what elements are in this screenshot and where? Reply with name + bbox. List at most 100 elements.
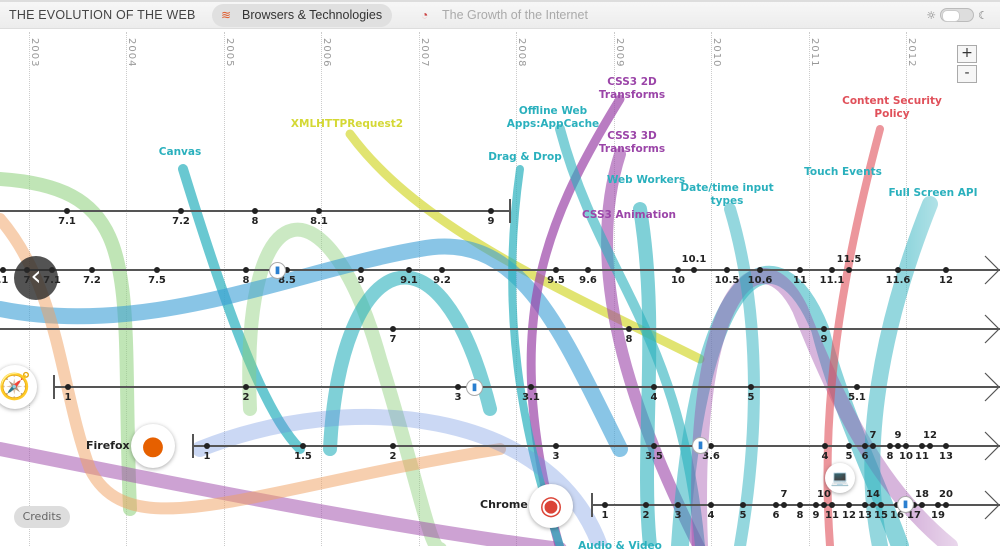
feature-label[interactable]: Audio & Video (578, 540, 662, 552)
feature-label[interactable]: Date/time input types (680, 182, 774, 207)
tab-browsers-technologies[interactable]: ≋ Browsers & Technologies (212, 4, 393, 27)
credits-button[interactable]: Credits (14, 506, 70, 528)
version-dot[interactable] (821, 326, 827, 332)
feature-label[interactable]: Offline Web Apps:AppCache (506, 105, 600, 130)
version-dot[interactable] (943, 502, 949, 508)
zoom-out-button[interactable]: - (957, 65, 977, 83)
version-dot[interactable] (626, 326, 632, 332)
version-dot[interactable] (740, 502, 746, 508)
version-dot[interactable] (773, 502, 779, 508)
version-dot[interactable] (651, 384, 657, 390)
version-dot[interactable] (943, 443, 949, 449)
feature-label[interactable]: Touch Events (804, 166, 882, 178)
version-dot[interactable] (911, 502, 917, 508)
version-dot[interactable] (89, 267, 95, 273)
mobile-marker[interactable]: ▮ (269, 262, 286, 279)
version-dot[interactable] (846, 443, 852, 449)
version-dot[interactable] (724, 267, 730, 273)
theme-toggle[interactable]: ☼ ☾ (926, 8, 988, 22)
version-dot[interactable] (675, 502, 681, 508)
version-dot[interactable] (813, 502, 819, 508)
version-dot[interactable] (406, 267, 412, 273)
chrome-logo[interactable]: ◉ (529, 484, 573, 528)
version-dot[interactable] (943, 267, 949, 273)
version-dot[interactable] (439, 267, 445, 273)
version-dot[interactable] (878, 502, 884, 508)
version-dot[interactable] (675, 267, 681, 273)
arrow-right-icon[interactable] (984, 255, 1000, 285)
version-dot[interactable] (895, 267, 901, 273)
version-dot[interactable] (854, 384, 860, 390)
toggle-switch[interactable] (940, 8, 975, 22)
arrow-right-icon[interactable] (984, 372, 1000, 402)
firefox-logo[interactable]: ● (131, 424, 175, 468)
version-dot[interactable] (488, 208, 494, 214)
version-dot[interactable] (643, 502, 649, 508)
feature-label[interactable]: Drag & Drop (488, 151, 562, 163)
version-dot[interactable] (178, 208, 184, 214)
version-dot[interactable] (870, 502, 876, 508)
feature-label[interactable]: Content Security Policy (842, 95, 942, 120)
version-dot[interactable] (64, 208, 70, 214)
version-dot[interactable] (748, 384, 754, 390)
feature-label[interactable]: Full Screen API (888, 187, 978, 199)
version-dot[interactable] (862, 502, 868, 508)
version-dot[interactable] (870, 443, 876, 449)
mobile-marker[interactable]: ▮ (466, 379, 483, 396)
feature-label[interactable]: CSS3 3D Transforms (598, 130, 666, 155)
version-dot[interactable] (691, 267, 697, 273)
arrow-right-icon[interactable] (984, 431, 1000, 461)
version-dot[interactable] (757, 267, 763, 273)
version-dot[interactable] (300, 443, 306, 449)
version-dot[interactable] (781, 502, 787, 508)
arrow-right-icon[interactable] (984, 490, 1000, 520)
version-dot[interactable] (316, 208, 322, 214)
version-dot[interactable] (390, 443, 396, 449)
version-dot[interactable] (919, 443, 925, 449)
version-dot[interactable] (822, 443, 828, 449)
feature-label[interactable]: CSS3 2D Transforms (598, 76, 666, 101)
version-dot[interactable] (553, 443, 559, 449)
version-dot[interactable] (919, 502, 925, 508)
version-dot[interactable] (358, 267, 364, 273)
tab-growth-of-internet[interactable]: ◔ The Growth of the Internet (412, 4, 598, 27)
version-dot[interactable] (154, 267, 160, 273)
feature-label[interactable]: Canvas (158, 146, 202, 158)
version-dot[interactable] (829, 267, 835, 273)
version-dot[interactable] (284, 267, 290, 273)
version-dot[interactable] (935, 502, 941, 508)
version-dot[interactable] (829, 502, 835, 508)
version-dot[interactable] (243, 267, 249, 273)
version-dot[interactable] (65, 384, 71, 390)
feature-label[interactable]: XMLHTTPRequest2 (290, 118, 404, 130)
version-dot[interactable] (903, 443, 909, 449)
version-dot[interactable] (204, 443, 210, 449)
version-dot[interactable] (862, 443, 868, 449)
version-dot[interactable] (887, 443, 893, 449)
version-dot[interactable] (846, 267, 852, 273)
version-dot[interactable] (797, 502, 803, 508)
version-dot[interactable] (243, 384, 249, 390)
version-dot[interactable] (602, 502, 608, 508)
version-dot[interactable] (455, 384, 461, 390)
feature-label[interactable]: CSS3 Animation (581, 209, 677, 221)
mobile-marker[interactable]: ▮ (692, 437, 709, 454)
zoom-in-button[interactable]: + (957, 45, 977, 63)
version-dot[interactable] (708, 502, 714, 508)
version-dot[interactable] (252, 208, 258, 214)
version-dot[interactable] (585, 267, 591, 273)
version-dot[interactable] (528, 384, 534, 390)
chromebook-marker[interactable]: 💻 (825, 463, 855, 493)
version-dot[interactable] (821, 502, 827, 508)
version-dot[interactable] (846, 502, 852, 508)
version-dot[interactable] (651, 443, 657, 449)
version-dot[interactable] (390, 326, 396, 332)
version-dot[interactable] (927, 443, 933, 449)
version-dot[interactable] (895, 443, 901, 449)
safari-logo[interactable]: 🧭 (0, 365, 37, 409)
version-dot[interactable] (0, 267, 6, 273)
back-button[interactable]: ‹ (14, 256, 58, 300)
arrow-right-icon[interactable] (984, 314, 1000, 344)
version-dot[interactable] (553, 267, 559, 273)
mobile-marker[interactable]: ▮ (897, 496, 914, 513)
